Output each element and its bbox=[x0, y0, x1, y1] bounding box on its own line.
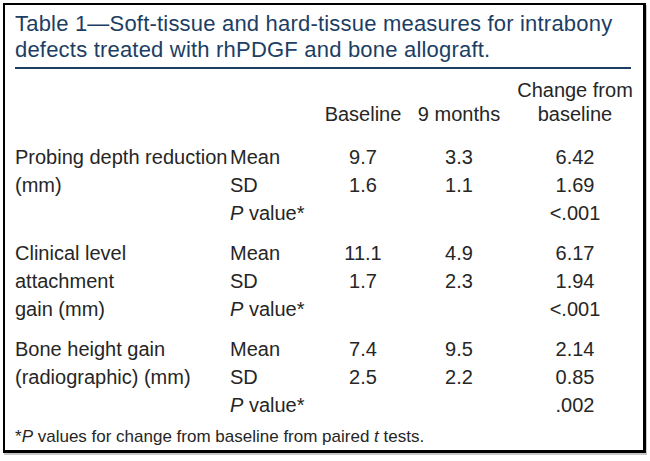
table-title: Table 1—Soft-tissue and hard-tissue meas… bbox=[15, 11, 635, 63]
value-9months: 3.3 bbox=[408, 143, 510, 171]
value-change: <.001 bbox=[510, 199, 640, 227]
column-header-row: Baseline 9 months Change from baseline bbox=[15, 78, 635, 126]
stat-text: SD bbox=[230, 366, 258, 388]
footnote-text: values for change from baseline from pai… bbox=[33, 427, 374, 446]
stat-italic: P bbox=[230, 298, 243, 320]
stat-label-mean: Mean bbox=[230, 143, 318, 171]
column-header-change-from-baseline: Change from baseline bbox=[510, 78, 640, 126]
stat-text: SD bbox=[230, 270, 258, 292]
group-label: Clinical level attachment gain (mm) bbox=[15, 239, 230, 323]
title-rule bbox=[15, 67, 631, 69]
group-label-line-2: gain (mm) bbox=[15, 295, 230, 323]
row-group-clinical-attachment-gain: Clinical level attachment gain (mm) Mean… bbox=[15, 239, 635, 323]
stat-label-mean: Mean bbox=[230, 239, 318, 267]
stat-italic: P bbox=[230, 394, 243, 416]
footnote-text-end: tests. bbox=[379, 427, 424, 446]
stat-italic: P bbox=[230, 202, 243, 224]
group-label-line-1: Probing depth reduction bbox=[15, 143, 230, 171]
value-9months: 4.9 bbox=[408, 239, 510, 267]
value-baseline: 1.7 bbox=[318, 267, 408, 295]
value-9months bbox=[408, 199, 510, 227]
value-9months bbox=[408, 295, 510, 323]
group-label-line-1: Bone height gain bbox=[15, 335, 230, 363]
value-change: 2.14 bbox=[510, 335, 640, 363]
value-baseline: 1.6 bbox=[318, 171, 408, 199]
value-baseline: 2.5 bbox=[318, 363, 408, 391]
value-9months: 9.5 bbox=[408, 335, 510, 363]
stat-label-sd: SD bbox=[230, 267, 318, 295]
value-9months: 1.1 bbox=[408, 171, 510, 199]
table-footnote: *P values for change from baseline from … bbox=[15, 426, 635, 448]
value-change: 1.94 bbox=[510, 267, 640, 295]
stat-text: value* bbox=[243, 298, 304, 320]
group-label-line-2: (radiographic) (mm) bbox=[15, 363, 230, 391]
stat-label-pvalue: P value* bbox=[230, 391, 318, 419]
table-title-line-2: defects treated with rhPDGF and bone all… bbox=[15, 37, 635, 63]
value-change: .002 bbox=[510, 391, 640, 419]
stat-text: Mean bbox=[230, 242, 280, 264]
stat-label-pvalue: P value* bbox=[230, 199, 318, 227]
value-baseline: 9.7 bbox=[318, 143, 408, 171]
column-header-baseline: Baseline bbox=[318, 102, 408, 126]
value-9months: 2.2 bbox=[408, 363, 510, 391]
value-change: 6.42 bbox=[510, 143, 640, 171]
value-baseline bbox=[318, 391, 408, 419]
row-group-bone-height-gain: Bone height gain (radiographic) (mm) Mea… bbox=[15, 335, 635, 419]
stat-label-sd: SD bbox=[230, 363, 318, 391]
value-change: 6.17 bbox=[510, 239, 640, 267]
group-label: Probing depth reduction (mm) bbox=[15, 143, 230, 227]
group-label-line-1: Clinical level attachment bbox=[15, 239, 230, 295]
table-title-line-1: Table 1—Soft-tissue and hard-tissue meas… bbox=[15, 11, 635, 37]
stat-text: value* bbox=[243, 394, 304, 416]
stat-label-pvalue: P value* bbox=[230, 295, 318, 323]
stat-text: Mean bbox=[230, 146, 280, 168]
stat-text: value* bbox=[243, 202, 304, 224]
value-change: 0.85 bbox=[510, 363, 640, 391]
group-label: Bone height gain (radiographic) (mm) bbox=[15, 335, 230, 419]
value-9months bbox=[408, 391, 510, 419]
footnote-p-italic: P bbox=[22, 427, 33, 446]
stat-label-sd: SD bbox=[230, 171, 318, 199]
row-group-probing-depth-reduction: Probing depth reduction (mm) Mean 9.7 3.… bbox=[15, 143, 635, 227]
value-baseline bbox=[318, 199, 408, 227]
value-baseline bbox=[318, 295, 408, 323]
stat-text: Mean bbox=[230, 338, 280, 360]
table-1-box: Table 1—Soft-tissue and hard-tissue meas… bbox=[3, 3, 646, 453]
group-label-line-2: (mm) bbox=[15, 171, 230, 199]
column-header-9months: 9 months bbox=[408, 102, 510, 126]
value-9months: 2.3 bbox=[408, 267, 510, 295]
footnote-asterisk: * bbox=[15, 427, 22, 446]
value-change: <.001 bbox=[510, 295, 640, 323]
value-baseline: 11.1 bbox=[318, 239, 408, 267]
stat-text: SD bbox=[230, 174, 258, 196]
stat-label-mean: Mean bbox=[230, 335, 318, 363]
value-change: 1.69 bbox=[510, 171, 640, 199]
value-baseline: 7.4 bbox=[318, 335, 408, 363]
